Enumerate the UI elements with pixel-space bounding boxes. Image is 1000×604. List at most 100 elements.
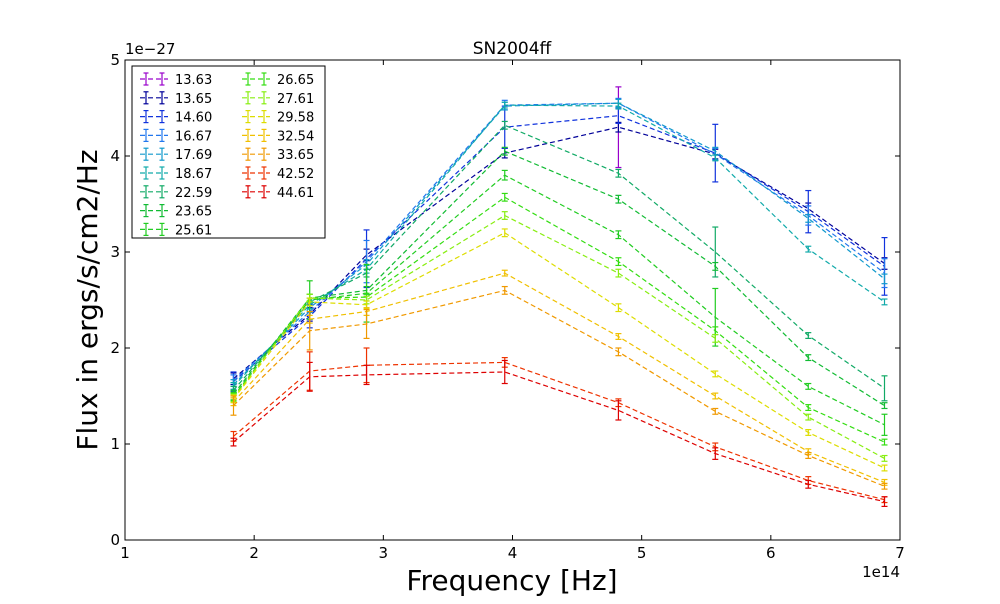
series-line <box>233 104 885 387</box>
legend-label: 44.61 <box>277 186 314 201</box>
legend-entry-13.65: 13.65 <box>140 91 212 107</box>
error-bar <box>501 120 508 130</box>
series-layer <box>230 86 888 507</box>
y-offset-label: 1e−27 <box>125 40 175 58</box>
error-bar <box>615 102 622 110</box>
legend: 13.63 13.65 14.60 16.67 17.69 18.67 22.59 23.65… <box>131 65 326 239</box>
error-bar <box>363 364 370 386</box>
error-bar <box>881 375 888 402</box>
series-18.67 <box>230 101 888 391</box>
series-42.52 <box>230 347 888 504</box>
error-bar <box>805 354 812 362</box>
error-bar <box>805 479 812 489</box>
error-bar <box>615 333 622 340</box>
series-29.58 <box>230 228 888 472</box>
error-bar <box>501 359 508 385</box>
error-bar <box>501 192 508 202</box>
error-bar <box>615 303 622 313</box>
error-bar <box>881 496 888 507</box>
legend-label: 25.61 <box>175 223 212 238</box>
series-line <box>233 174 885 426</box>
legend-entry-44.61: 44.61 <box>242 185 314 201</box>
error-bar <box>615 230 622 240</box>
error-bar <box>881 273 888 285</box>
error-bar <box>501 211 508 220</box>
error-bar <box>615 347 622 357</box>
error-bar <box>615 400 622 421</box>
legend-label: 17.69 <box>175 148 212 163</box>
error-bar <box>805 245 812 253</box>
x-tick-label: 6 <box>766 544 776 562</box>
x-tick-label: 7 <box>895 544 905 562</box>
error-bar <box>501 269 508 277</box>
x-tick-label: 5 <box>637 544 647 562</box>
y-tick-label: 1 <box>110 435 120 453</box>
error-bar <box>881 298 888 306</box>
legend-label: 33.65 <box>277 148 314 163</box>
legend-entry-23.65: 23.65 <box>140 204 212 220</box>
error-bar <box>712 154 719 162</box>
y-tick-label: 4 <box>110 147 120 165</box>
error-bar <box>712 407 719 415</box>
error-bar <box>501 169 508 181</box>
legend-label: 13.65 <box>175 92 212 107</box>
series-17.69 <box>230 98 888 390</box>
series-23.65 <box>230 146 888 410</box>
error-bar <box>615 268 622 278</box>
error-bar <box>881 482 888 490</box>
x-axis-label: Frequency [Hz] <box>406 564 617 597</box>
y-axis-label: Flux in ergs/s/cm2/Hz <box>71 149 104 450</box>
series-line <box>233 150 885 407</box>
error-bar <box>306 297 313 307</box>
error-bar <box>501 146 508 156</box>
error-bar <box>306 361 313 392</box>
legend-frame <box>131 65 326 239</box>
legend-label: 22.59 <box>175 186 212 201</box>
legend-entry-32.54: 32.54 <box>242 128 314 144</box>
legend-entry-26.65: 26.65 <box>242 72 314 88</box>
error-bar <box>712 392 719 400</box>
chart-title: SN2004ff <box>473 39 553 59</box>
legend-label: 18.67 <box>175 167 212 182</box>
legend-entry-33.65: 33.65 <box>242 147 314 163</box>
series-line <box>233 371 885 503</box>
series-line <box>233 214 885 459</box>
error-bar <box>805 429 812 436</box>
series-14.60 <box>230 105 888 392</box>
error-bar <box>712 447 719 460</box>
series-33.65 <box>230 285 888 490</box>
series-line <box>233 361 885 501</box>
legend-entry-22.59: 22.59 <box>140 185 212 201</box>
series-line <box>233 272 885 483</box>
error-bar <box>881 413 888 436</box>
error-bar <box>615 194 622 204</box>
series-line <box>233 115 885 383</box>
series-line <box>233 102 885 382</box>
error-bar <box>501 101 508 109</box>
legend-label: 26.65 <box>277 73 314 88</box>
y-tick-label: 2 <box>110 339 120 357</box>
series-line <box>233 124 885 391</box>
error-bar <box>805 382 812 390</box>
x-tick-label: 4 <box>508 544 518 562</box>
series-line <box>233 232 885 469</box>
series-line <box>233 289 885 487</box>
legend-label: 32.54 <box>277 129 314 144</box>
error-bar <box>805 413 812 421</box>
legend-label: 27.61 <box>277 92 314 107</box>
error-bar <box>230 437 237 447</box>
legend-entry-13.63: 13.63 <box>140 72 212 88</box>
error-bar <box>881 454 888 462</box>
series-line <box>233 196 885 443</box>
x-tick-label: 1 <box>120 544 130 562</box>
error-bar <box>805 213 812 223</box>
x-tick-label: 2 <box>249 544 259 562</box>
legend-label: 29.58 <box>277 111 314 126</box>
error-bar <box>230 395 237 416</box>
legend-entry-14.60: 14.60 <box>140 109 212 126</box>
error-bar <box>712 333 719 343</box>
error-bar <box>501 285 508 295</box>
error-bar <box>306 310 313 351</box>
legend-entry-18.67: 18.67 <box>140 166 212 182</box>
